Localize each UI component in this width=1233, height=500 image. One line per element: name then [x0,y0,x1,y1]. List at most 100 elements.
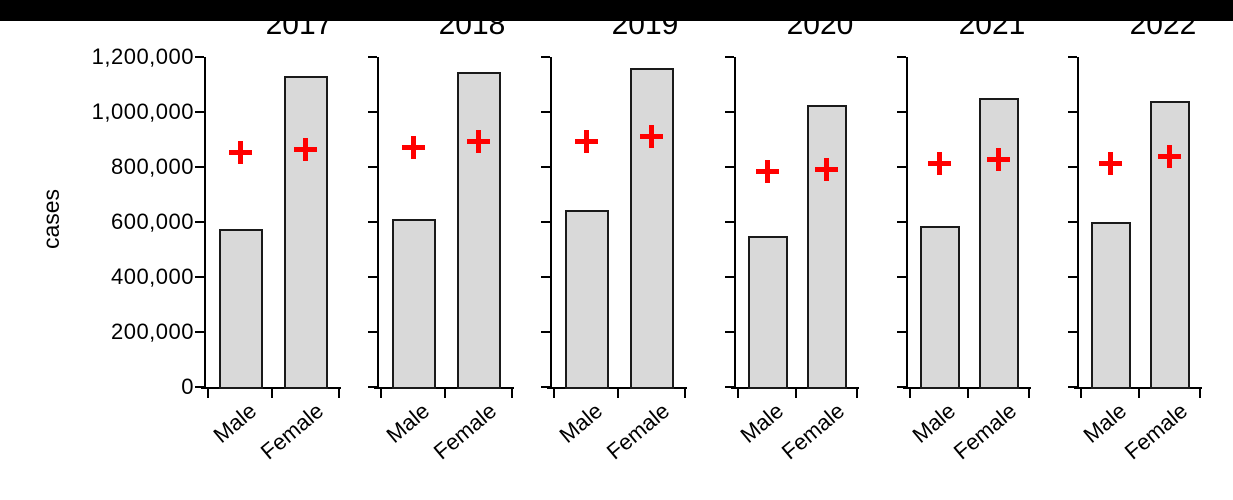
y-axis-spine [1077,57,1079,389]
plus-marker-vertical-arm [584,130,589,153]
plus-marker-female [987,148,1010,171]
x-axis-line [731,387,859,389]
plus-marker-female [294,138,317,161]
y-axis-tick [368,166,377,168]
plus-marker-female [815,158,838,181]
y-tick-label: 200,000 [110,319,194,344]
y-axis-tick [1068,166,1077,168]
y-axis-tick [725,56,734,58]
x-axis-line [903,387,1031,389]
y-axis-tick [897,221,906,223]
y-axis-tick [725,331,734,333]
plus-marker-vertical-arm [1108,152,1113,175]
x-axis-tick [967,389,969,398]
x-axis-tick [271,389,273,398]
y-axis-spine [734,57,736,389]
y-axis-tick [897,56,906,58]
bar-male [219,229,263,389]
y-axis-tick [195,56,204,58]
y-axis-tick [1068,56,1077,58]
x-axis-tick [1080,389,1082,398]
y-axis-tick [195,331,204,333]
x-axis-tick [1028,389,1030,398]
y-axis-tick [541,331,550,333]
y-tick-label: 800,000 [110,154,194,179]
y-axis-tick [368,386,377,388]
bar-male [748,236,788,389]
y-axis-tick [1068,276,1077,278]
x-axis-tick [338,389,340,398]
plus-marker-vertical-arm [303,138,308,161]
x-axis-tick [553,389,555,398]
panel-2021: 2021 Male Female [897,10,1031,464]
plus-marker-vertical-arm [765,160,770,183]
bar-female [807,105,847,389]
x-axis-tick [617,389,619,398]
y-axis-tick [725,221,734,223]
y-axis-tick [725,166,734,168]
bar-male [392,219,436,389]
plus-marker-male [756,160,779,183]
plus-marker-vertical-arm [1167,145,1172,168]
bar-male [565,210,609,389]
y-tick-label: 600,000 [110,209,194,234]
y-tick-label: 1,000,000 [91,99,194,124]
y-axis-tick [195,386,204,388]
x-axis-tick [856,389,858,398]
plus-marker-vertical-arm [238,141,243,164]
plus-marker-vertical-arm [996,148,1001,171]
x-axis-tick [737,389,739,398]
x-axis-tick [1138,389,1140,398]
x-axis-tick [1199,389,1201,398]
x-axis-tick [909,389,911,398]
y-axis-tick [195,111,204,113]
y-axis-tick [541,221,550,223]
bar-male [1091,222,1131,389]
x-axis-tick [684,389,686,398]
y-axis-tick [897,166,906,168]
x-axis-line [1074,387,1202,389]
y-axis-spine [204,57,206,389]
plus-marker-vertical-arm [476,130,481,153]
y-axis-tick [541,276,550,278]
plus-marker-female [640,125,663,148]
plus-marker-vertical-arm [937,152,942,175]
plus-marker-male [575,130,598,153]
y-axis-tick [368,221,377,223]
y-axis-tick [368,56,377,58]
top-black-bar [0,0,1233,21]
x-axis-tick [207,389,209,398]
y-axis-tick [725,386,734,388]
y-axis-tick [1068,331,1077,333]
plus-marker-male [229,141,252,164]
y-axis-tick [725,276,734,278]
y-axis-tick [368,331,377,333]
bar-female [284,76,328,389]
y-axis-tick [195,221,204,223]
plus-marker-female [467,130,490,153]
y-tick-label: 1,200,000 [91,44,194,69]
plus-marker-male [1099,152,1122,175]
y-axis-spine [550,57,552,389]
panel-2018: 2018 Male Female [368,10,514,464]
x-axis-tick [511,389,513,398]
plus-marker-vertical-arm [649,125,654,148]
y-axis-tick [897,276,906,278]
y-axis-tick [541,386,550,388]
y-axis-spine [377,57,379,389]
x-axis-line [547,387,687,389]
y-axis-tick [368,276,377,278]
x-axis-tick [795,389,797,398]
y-axis-tick [541,56,550,58]
x-axis-line [374,387,514,389]
y-axis-tick [1068,386,1077,388]
bar-female [457,72,501,389]
x-axis-tick [380,389,382,398]
y-axis-tick [195,166,204,168]
y-axis-tick [725,111,734,113]
bar-female [979,98,1019,389]
y-axis-tick [1068,111,1077,113]
y-axis-tick [897,386,906,388]
plus-marker-vertical-arm [824,158,829,181]
